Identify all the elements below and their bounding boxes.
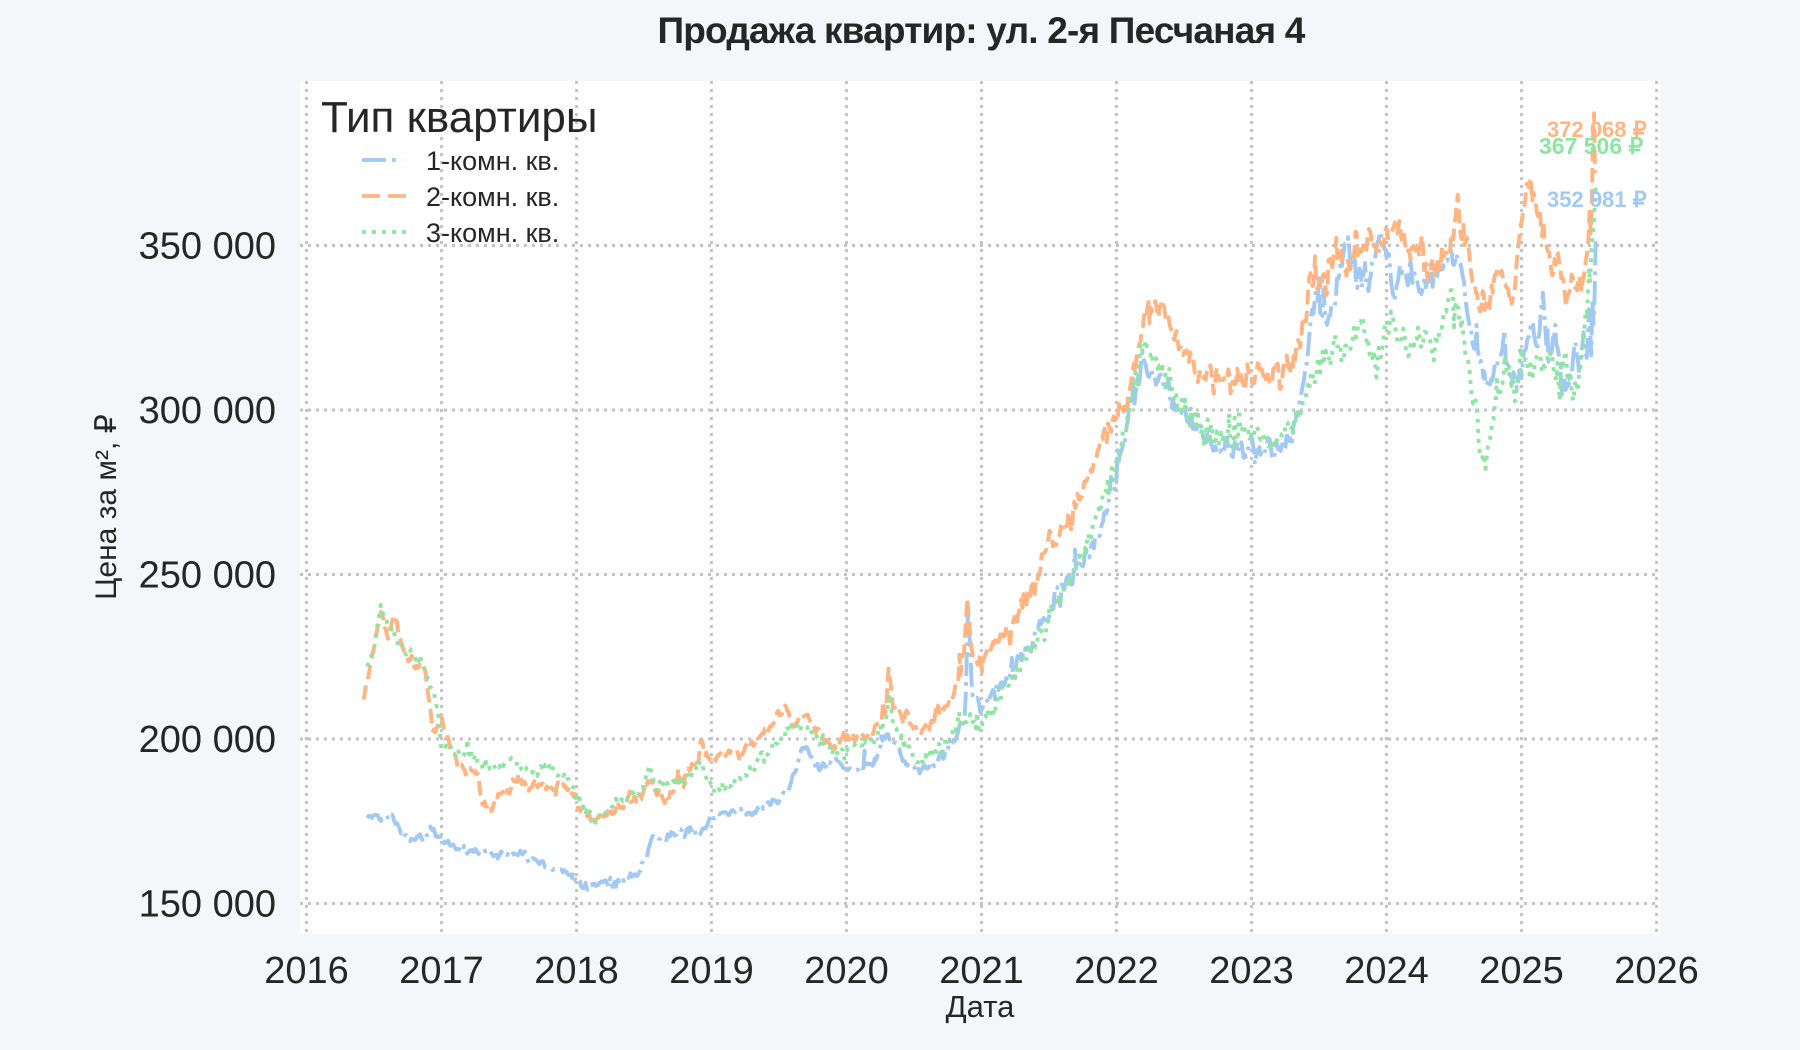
svg-text:300 000: 300 000 [139, 390, 276, 432]
svg-text:Тип квартиры: Тип квартиры [321, 93, 598, 142]
svg-text:3-комн. кв.: 3-комн. кв. [426, 218, 559, 248]
svg-text:2021: 2021 [939, 950, 1024, 992]
svg-text:250 000: 250 000 [139, 555, 276, 597]
svg-text:367 506 ₽: 367 506 ₽ [1539, 133, 1644, 159]
svg-text:Цена за м², ₽: Цена за м², ₽ [90, 414, 123, 600]
svg-text:200 000: 200 000 [139, 719, 276, 761]
svg-text:2019: 2019 [669, 950, 754, 992]
svg-text:Продажа квартир: ул. 2-я Песча: Продажа квартир: ул. 2-я Песчаная 4 [657, 10, 1305, 51]
svg-text:2024: 2024 [1344, 950, 1429, 992]
svg-text:2026: 2026 [1614, 950, 1699, 992]
svg-text:2017: 2017 [399, 950, 484, 992]
svg-text:2020: 2020 [804, 950, 889, 992]
svg-text:352 981 ₽: 352 981 ₽ [1547, 187, 1647, 212]
svg-text:2016: 2016 [264, 950, 349, 992]
svg-text:2-комн. кв.: 2-комн. кв. [426, 182, 559, 212]
svg-text:2023: 2023 [1209, 950, 1294, 992]
svg-text:1-комн. кв.: 1-комн. кв. [426, 146, 559, 176]
svg-text:2022: 2022 [1074, 950, 1159, 992]
svg-text:Дата: Дата [946, 989, 1015, 1024]
svg-text:150 000: 150 000 [139, 884, 276, 926]
svg-text:2025: 2025 [1479, 950, 1564, 992]
svg-text:350 000: 350 000 [139, 226, 276, 268]
svg-text:372 068 ₽: 372 068 ₽ [1547, 117, 1647, 142]
svg-text:2018: 2018 [534, 950, 619, 992]
